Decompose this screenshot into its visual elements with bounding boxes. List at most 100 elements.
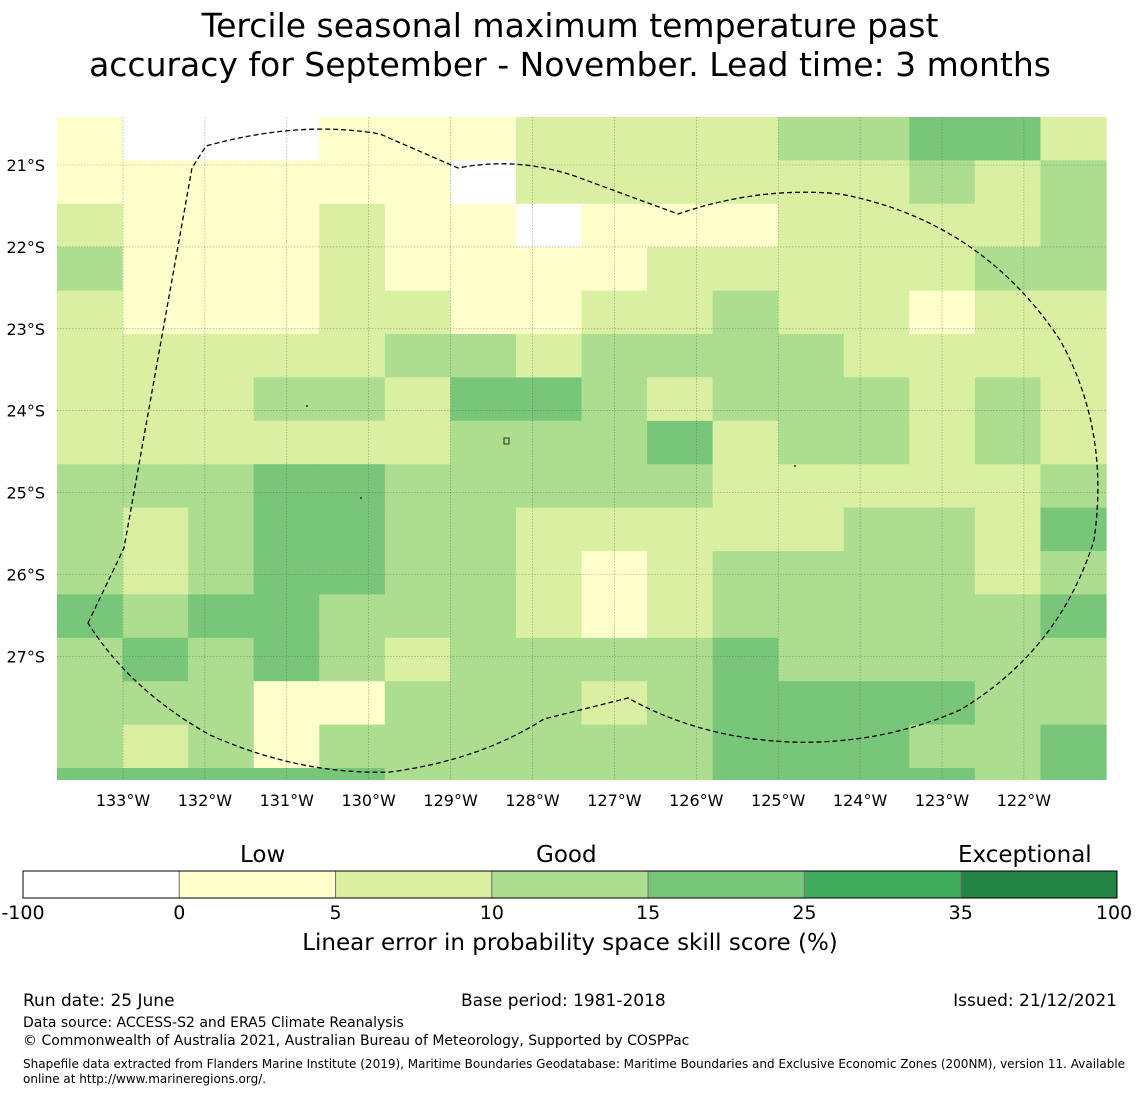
colorbar-tick-label: 25: [792, 902, 817, 924]
grid-cell: [515, 377, 583, 422]
grid-cell: [778, 334, 845, 378]
grid-cell: [647, 377, 714, 422]
grid-cell: [188, 420, 255, 465]
grid-cell: [515, 724, 583, 769]
grid-cell: [1040, 334, 1107, 378]
latitude-label: 23°S: [6, 320, 45, 339]
latitude-label: 26°S: [6, 566, 45, 585]
longitude-label: 128°W: [505, 791, 560, 810]
grid-cell: [57, 637, 124, 682]
grid-cell: [319, 594, 386, 639]
colorbar-bin: [491, 870, 649, 899]
grid-cell: [647, 507, 714, 552]
grid-cell: [974, 768, 1042, 780]
grid-cell: [843, 724, 910, 769]
grid-cell: [122, 290, 189, 335]
grid-cell: [581, 247, 648, 292]
grid-cell: [515, 117, 583, 161]
grid-cell: [712, 507, 779, 552]
grid-cell: [1040, 203, 1107, 248]
grid-cell: [1040, 637, 1107, 682]
grid-cell: [57, 551, 124, 595]
grid-cell: [122, 768, 189, 780]
grid-cell: [384, 117, 451, 161]
grid-cell: [319, 117, 386, 161]
grid-cell: [515, 334, 583, 378]
grid-cell: [57, 507, 124, 552]
colorbar-bin: [178, 870, 337, 899]
grid-cell: [450, 594, 517, 639]
grid-cell: [843, 377, 910, 422]
grid-cell: [974, 377, 1042, 422]
category-low-label: Low: [240, 842, 286, 868]
grid-cell: [974, 290, 1042, 335]
grid-cell: [712, 681, 779, 726]
category-exceptional-label: Exceptional: [958, 842, 1092, 868]
grid-cell: [122, 420, 189, 465]
colorbar-bin: [647, 870, 805, 899]
grid-cell: [712, 464, 779, 509]
grid-cell: [515, 247, 583, 292]
grid-cell: [319, 464, 386, 509]
grid-cell: [450, 290, 517, 335]
grid-cell: [57, 117, 124, 161]
grid-cell: [515, 420, 583, 465]
colorbar-tick-label: 35: [948, 902, 973, 924]
grid-cell: [122, 681, 189, 726]
grid-cell: [450, 507, 517, 552]
grid-cell: [515, 464, 583, 509]
grid-cell: [1040, 290, 1107, 335]
grid-cell: [974, 247, 1042, 292]
longitude-label: 131°W: [260, 791, 315, 810]
grid-cell: [1040, 768, 1107, 780]
grid-cell: [57, 247, 124, 292]
grid-cell: [843, 420, 910, 465]
grid-cell: [712, 594, 779, 639]
grid-cell: [188, 117, 255, 161]
grid-cell: [712, 768, 779, 780]
grid-cell: [57, 464, 124, 509]
grid-cell: [1040, 724, 1107, 769]
grid-cell: [319, 724, 386, 769]
grid-cell: [1040, 247, 1107, 292]
grid-cell: [647, 551, 714, 595]
grid-cell: [974, 681, 1042, 726]
run-date: Run date: 25 June: [23, 991, 175, 1011]
grid-cell: [515, 290, 583, 335]
grid-cell: [647, 594, 714, 639]
grid-cell: [909, 768, 976, 780]
grid-cell: [188, 377, 255, 422]
grid-cell: [384, 334, 451, 378]
grid-cell: [384, 290, 451, 335]
latitude-label: 27°S: [6, 647, 45, 666]
grid-cell: [319, 681, 386, 726]
grid-cell: [57, 724, 124, 769]
grid-cell: [647, 334, 714, 378]
longitude-label: 126°W: [669, 791, 724, 810]
grid-cell: [384, 681, 451, 726]
grid-cell: [122, 377, 189, 422]
data-source: Data source: ACCESS-S2 and ERA5 Climate …: [23, 1015, 404, 1031]
grid-cell: [778, 203, 845, 248]
grid-cell: [909, 724, 976, 769]
grid-cell: [712, 203, 779, 248]
grid-cell: [712, 160, 779, 205]
grid-cell: [122, 594, 189, 639]
colorbar-tick-label: 5: [329, 902, 342, 924]
base-period: Base period: 1981-2018: [461, 991, 666, 1011]
grid-cell: [647, 681, 714, 726]
grid-cell: [450, 334, 517, 378]
grid-cell: [188, 334, 255, 378]
grid-cell: [647, 290, 714, 335]
grid-cell: [188, 160, 255, 205]
grid-cell: [843, 637, 910, 682]
grid-cell: [515, 594, 583, 639]
grid-cell: [778, 724, 845, 769]
latitude-labels: 21°S 22°S 23°S 24°S 25°S 26°S 27°S: [6, 156, 45, 666]
grid-cell: [1040, 420, 1107, 465]
grid-cell: [253, 160, 320, 205]
grid-cell: [450, 551, 517, 595]
grid-cell: [515, 160, 583, 205]
grid-cell: [57, 594, 124, 639]
grid-cell: [843, 247, 910, 292]
